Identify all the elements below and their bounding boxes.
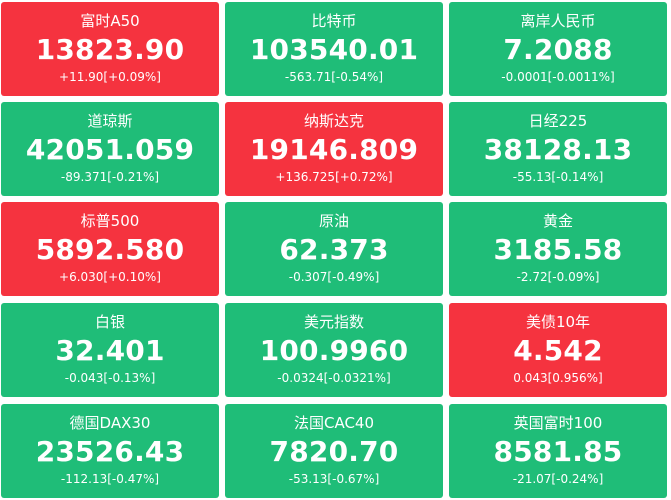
quote-name: 标普500 <box>80 212 140 230</box>
quote-tile-silver[interactable]: 白银 32.401 -0.043[-0.13%] <box>1 303 219 397</box>
quote-price: 103540.01 <box>249 33 419 66</box>
quote-price: 62.373 <box>279 233 389 266</box>
quote-price: 32.401 <box>55 334 165 367</box>
quote-name: 离岸人民币 <box>520 12 596 30</box>
quote-change: -53.13[-0.67%] <box>288 472 380 486</box>
quote-tile-dow-jones[interactable]: 道琼斯 42051.059 -89.371[-0.21%] <box>1 102 219 196</box>
quote-change: +6.030[+0.10%] <box>59 270 161 284</box>
quote-change: -2.72[-0.09%] <box>516 270 600 284</box>
quote-price: 100.9960 <box>259 334 409 367</box>
quote-tile-dollar-index[interactable]: 美元指数 100.9960 -0.0324[-0.0321%] <box>225 303 443 397</box>
quote-tile-gold[interactable]: 黄金 3185.58 -2.72[-0.09%] <box>449 202 667 296</box>
quote-name: 黄金 <box>542 212 573 230</box>
quote-name: 日经225 <box>528 112 588 130</box>
quote-change: -0.0324[-0.0321%] <box>277 371 391 385</box>
quote-name: 白银 <box>94 313 125 331</box>
quote-change: 0.043[0.956%] <box>513 371 603 385</box>
quote-change: -112.13[-0.47%] <box>60 472 160 486</box>
quote-tile-us-10y-treasury[interactable]: 美债10年 4.542 0.043[0.956%] <box>449 303 667 397</box>
quote-price: 23526.43 <box>35 435 185 468</box>
quote-name: 富时A50 <box>80 12 140 30</box>
quote-name: 法国CAC40 <box>293 414 375 432</box>
quote-price: 7820.70 <box>269 435 399 468</box>
quote-price: 38128.13 <box>483 133 633 166</box>
quote-price: 5892.580 <box>35 233 185 266</box>
quote-change: -89.371[-0.21%] <box>60 170 160 184</box>
quote-change: -563.71[-0.54%] <box>284 70 384 84</box>
quote-price: 7.2088 <box>503 33 613 66</box>
quote-name: 原油 <box>318 212 349 230</box>
quote-name: 比特币 <box>311 12 357 30</box>
quote-tile-ftse-100[interactable]: 英国富时100 8581.85 -21.07[-0.24%] <box>449 404 667 498</box>
quote-tile-nasdaq[interactable]: 纳斯达克 19146.809 +136.725[+0.72%] <box>225 102 443 196</box>
quote-change: -55.13[-0.14%] <box>512 170 604 184</box>
quote-tile-sp-500[interactable]: 标普500 5892.580 +6.030[+0.10%] <box>1 202 219 296</box>
quote-name: 美元指数 <box>303 313 364 331</box>
quote-price: 19146.809 <box>249 133 419 166</box>
quote-name: 美债10年 <box>525 313 591 331</box>
quote-change: -0.0001[-0.0011%] <box>501 70 615 84</box>
quote-tile-crude-oil[interactable]: 原油 62.373 -0.307[-0.49%] <box>225 202 443 296</box>
quote-price: 13823.90 <box>35 33 185 66</box>
quote-change: +11.90[+0.09%] <box>59 70 161 84</box>
quote-tile-nikkei-225[interactable]: 日经225 38128.13 -55.13[-0.14%] <box>449 102 667 196</box>
quote-price: 42051.059 <box>25 133 195 166</box>
quote-price: 8581.85 <box>493 435 623 468</box>
quote-name: 道琼斯 <box>87 112 133 130</box>
quote-tile-ftse-china-a50[interactable]: 富时A50 13823.90 +11.90[+0.09%] <box>1 2 219 96</box>
quote-tile-dax-30[interactable]: 德国DAX30 23526.43 -112.13[-0.47%] <box>1 404 219 498</box>
quote-change: -0.307[-0.49%] <box>288 270 380 284</box>
quote-tile-cac-40[interactable]: 法国CAC40 7820.70 -53.13[-0.67%] <box>225 404 443 498</box>
quote-name: 纳斯达克 <box>303 112 364 130</box>
quote-name: 英国富时100 <box>513 414 603 432</box>
quote-tile-offshore-rmb[interactable]: 离岸人民币 7.2088 -0.0001[-0.0011%] <box>449 2 667 96</box>
quote-tile-bitcoin[interactable]: 比特币 103540.01 -563.71[-0.54%] <box>225 2 443 96</box>
quote-change: -21.07[-0.24%] <box>512 472 604 486</box>
quote-change: -0.043[-0.13%] <box>64 371 156 385</box>
quote-price: 4.542 <box>513 334 603 367</box>
quote-price: 3185.58 <box>493 233 623 266</box>
quote-change: +136.725[+0.72%] <box>275 170 393 184</box>
quote-name: 德国DAX30 <box>69 414 151 432</box>
